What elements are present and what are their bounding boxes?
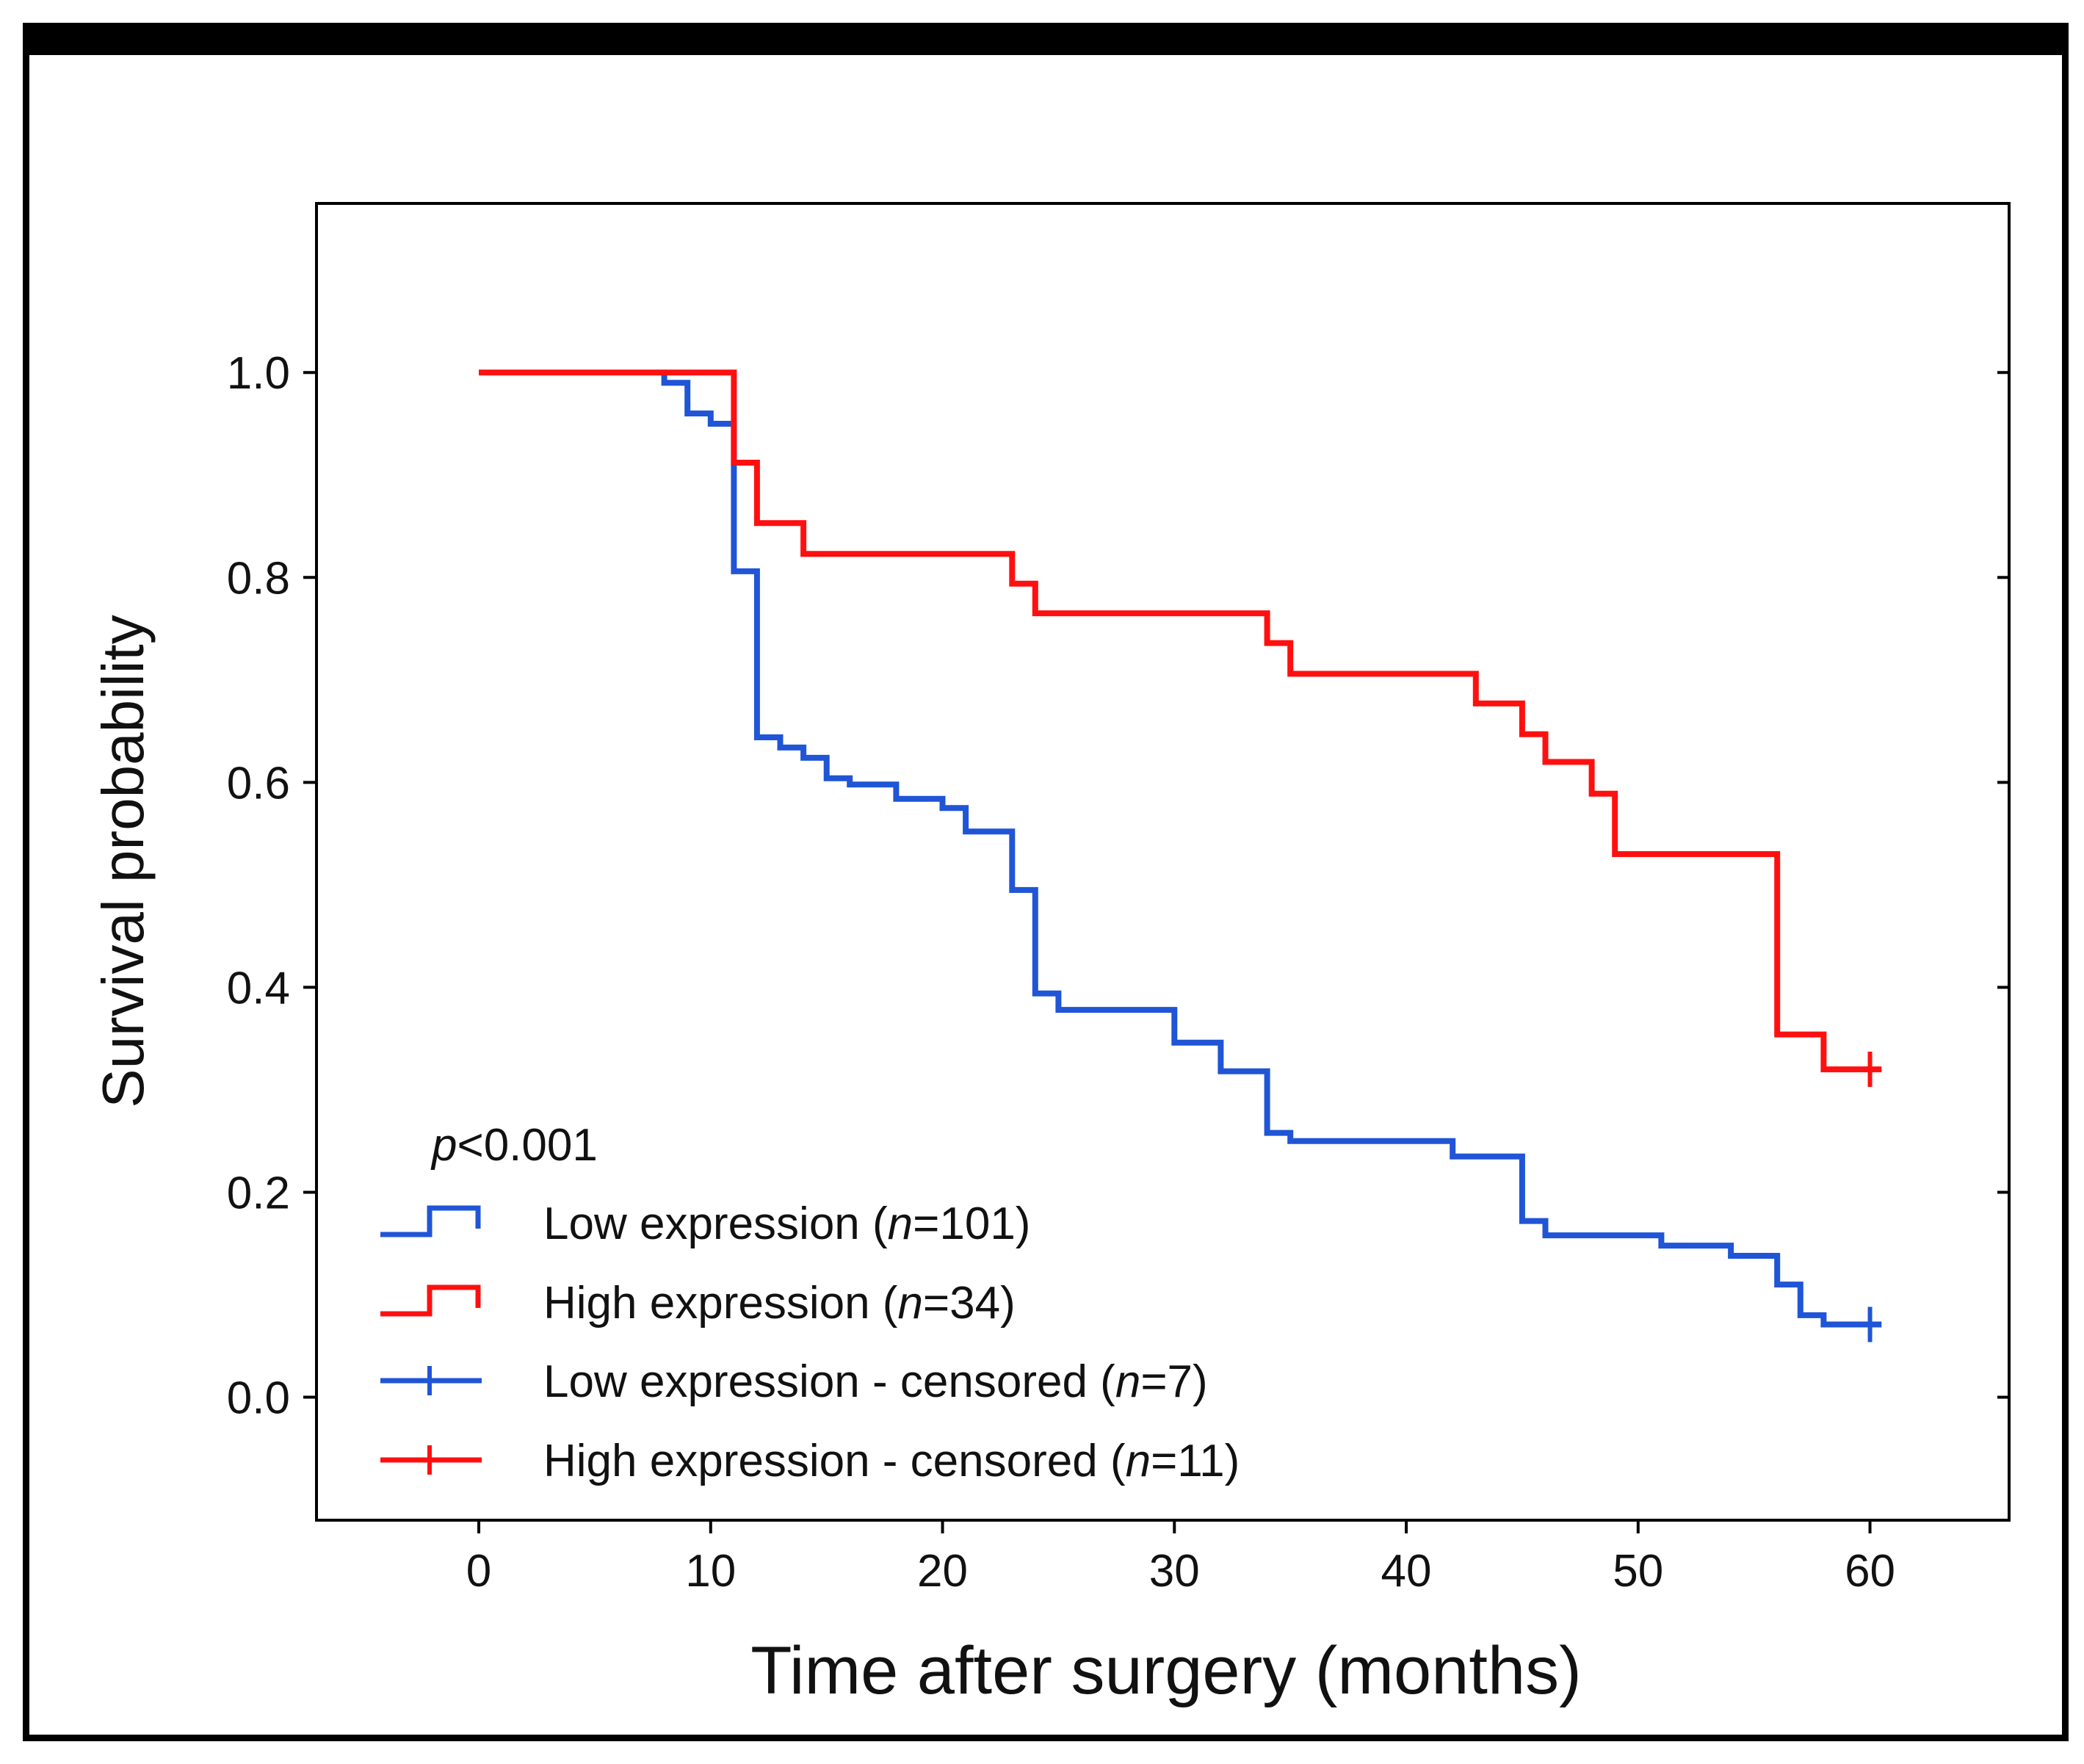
y-tick-label: 0.2: [227, 1168, 290, 1218]
y-tick-label: 0.6: [227, 758, 290, 809]
legend-label: High expression - censored (n=11): [543, 1436, 1240, 1486]
legend-swatch-step: [380, 1205, 481, 1237]
y-tick-label: 1.0: [227, 348, 290, 399]
legend-item: Low expression - censored (n=7): [380, 1356, 1208, 1407]
x-tick-label: 40: [1381, 1546, 1432, 1597]
legend-label: Low expression (n=101): [543, 1199, 1030, 1249]
legend-label: Low expression - censored (n=7): [543, 1356, 1208, 1407]
survival-curve-low: [661, 372, 1882, 1328]
x-tick-label: 10: [685, 1546, 736, 1597]
legend-item: Low expression (n=101): [380, 1199, 1030, 1249]
legend-item: High expression - censored (n=11): [380, 1436, 1240, 1486]
legend-swatch-step: [380, 1284, 481, 1317]
legend-label: High expression (n=34): [543, 1278, 1016, 1329]
x-tick-label: 50: [1613, 1546, 1663, 1597]
x-tick-label: 60: [1845, 1546, 1895, 1597]
y-axis-label: Survival probability: [90, 615, 156, 1107]
legend-item: High expression (n=34): [380, 1278, 1016, 1329]
y-tick-label: 0.0: [227, 1373, 290, 1424]
survival-curve-high: [479, 369, 1882, 1073]
figure-frame: [23, 23, 2069, 1741]
x-axis-label: Time after surgery (months): [750, 1633, 1582, 1708]
y-tick-label: 0.4: [227, 963, 290, 1013]
y-tick-label: 0.8: [227, 553, 290, 604]
x-tick-label: 20: [917, 1546, 968, 1597]
x-tick-label: 30: [1149, 1546, 1200, 1597]
x-tick-label: 0: [466, 1546, 491, 1597]
p-value-annotation: p<0.001: [430, 1120, 598, 1171]
plot-area: [315, 202, 2011, 1522]
